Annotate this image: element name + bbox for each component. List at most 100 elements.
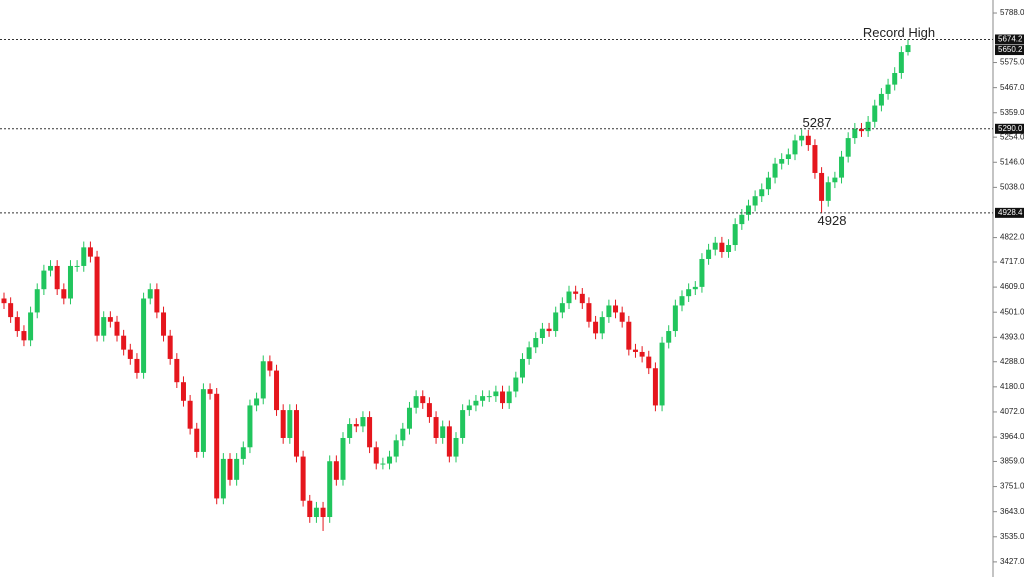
candle-body [167, 335, 173, 359]
candle-body [320, 507, 326, 518]
candle-body [101, 317, 107, 336]
candle-body [373, 447, 379, 464]
candle-body [533, 338, 539, 348]
candle-body [519, 358, 525, 378]
candle-body [280, 410, 286, 438]
y-tick-label: 5359.0 [1000, 108, 1024, 117]
price-box-label: 5650.2 [998, 45, 1023, 54]
candle-body [61, 289, 67, 299]
y-tick-label: 5254.0 [1000, 132, 1024, 141]
candle-body [41, 270, 47, 290]
y-tick-label: 4288.0 [1000, 357, 1024, 366]
y-tick-label: 4501.0 [1000, 307, 1024, 316]
candle-body [586, 303, 592, 322]
candle-body [819, 172, 825, 201]
y-tick-label: 5467.0 [1000, 83, 1024, 92]
candle-body [74, 265, 80, 267]
candle-body [234, 458, 240, 480]
price-box [995, 45, 1024, 56]
candle-body [87, 247, 93, 257]
candle-body [453, 437, 459, 457]
candle-body [539, 328, 545, 339]
candle-body [48, 265, 54, 271]
candle-body [646, 356, 652, 369]
candle-body [878, 93, 884, 106]
candle-body [513, 377, 519, 392]
candle-body [400, 428, 406, 441]
candle-body [599, 317, 605, 334]
y-tick-label: 4717.0 [1000, 257, 1024, 266]
candle-body [254, 398, 260, 406]
candle-body [892, 72, 898, 85]
candle-body [440, 426, 446, 438]
y-tick-label: 3427.0 [1000, 557, 1024, 566]
candle-body [593, 321, 599, 334]
candle-body [420, 396, 426, 404]
y-tick-label: 5038.0 [1000, 182, 1024, 191]
candle-body [174, 358, 180, 383]
candle-body [460, 410, 466, 438]
candle-body [825, 182, 831, 201]
candle-body [639, 351, 645, 357]
y-tick-label: 3751.0 [1000, 482, 1024, 491]
candle-body [54, 265, 60, 290]
candle-body [726, 245, 732, 253]
candle-body [141, 298, 147, 373]
y-tick-label: 4393.0 [1000, 332, 1024, 341]
candle-body [832, 177, 838, 183]
candle-body [765, 177, 771, 190]
candle-body [220, 458, 226, 499]
candle-body [333, 461, 339, 480]
candle-body [327, 461, 333, 518]
price-box-label: 4928.4 [998, 208, 1023, 217]
candle-body [666, 331, 672, 343]
candle-body [274, 370, 280, 411]
y-tick-label: 3964.0 [1000, 432, 1024, 441]
candle-body [872, 105, 878, 122]
candle-body [347, 424, 353, 438]
candle-body [706, 249, 712, 259]
candle-body [154, 289, 160, 313]
candle-body [247, 405, 253, 448]
y-tick-label: 4180.0 [1000, 382, 1024, 391]
candle-body [573, 291, 579, 294]
annotation: 5287 [803, 115, 832, 130]
candle-body [679, 296, 685, 306]
candle-body [446, 426, 452, 457]
candle-body [187, 400, 193, 429]
candle-body [546, 328, 552, 332]
annotation: 4928 [818, 213, 847, 228]
candle-body [180, 382, 186, 401]
candle-body [267, 361, 273, 371]
candle-body [8, 303, 14, 318]
candle-body [161, 312, 167, 336]
candle-body [799, 135, 805, 141]
candle-body [506, 391, 512, 404]
candle-body [194, 428, 200, 452]
candle-body [34, 289, 40, 313]
candle-body [739, 214, 745, 225]
candle-body [307, 500, 313, 518]
candle-body [792, 140, 798, 155]
candle-body [493, 391, 499, 397]
y-tick-label: 4072.0 [1000, 407, 1024, 416]
candle-body [672, 305, 678, 332]
candle-body [772, 163, 778, 178]
price-box [995, 207, 1024, 218]
candle-body [387, 456, 393, 464]
candle-body [579, 293, 585, 304]
y-tick-label: 5575.0 [1000, 58, 1024, 67]
candle-body [94, 256, 100, 336]
candle-body [885, 84, 891, 94]
candle-body [486, 396, 492, 398]
price-box [995, 123, 1024, 134]
candle-body [260, 361, 266, 399]
candle-body [699, 258, 705, 287]
candle-body [759, 189, 765, 197]
candle-body [719, 242, 725, 253]
price-box-label: 5290.0 [998, 124, 1023, 133]
y-tick-label: 3535.0 [1000, 532, 1024, 541]
candle-body [367, 417, 373, 448]
candle-body [114, 321, 120, 336]
